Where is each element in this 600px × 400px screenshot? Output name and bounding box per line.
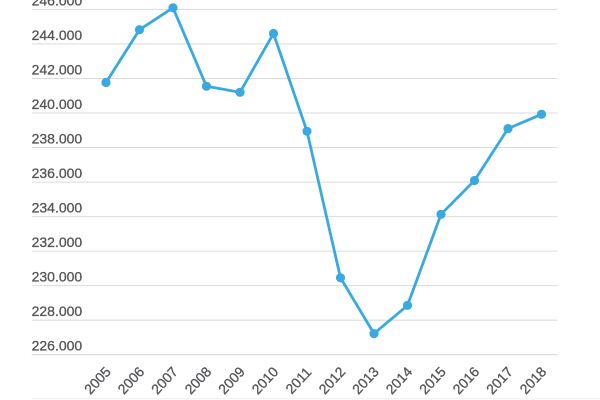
svg-text:242.000: 242.000 (32, 62, 83, 78)
svg-text:2017: 2017 (483, 363, 516, 397)
svg-text:244.000: 244.000 (32, 27, 83, 43)
svg-text:2012: 2012 (315, 363, 348, 397)
svg-text:234.000: 234.000 (32, 200, 83, 216)
svg-text:2006: 2006 (114, 363, 147, 397)
svg-text:2010: 2010 (248, 363, 281, 397)
svg-text:2014: 2014 (382, 363, 415, 397)
svg-text:2013: 2013 (349, 363, 382, 397)
svg-text:236.000: 236.000 (32, 165, 83, 181)
svg-text:2007: 2007 (148, 363, 181, 397)
svg-text:228.000: 228.000 (32, 303, 83, 319)
svg-text:2011: 2011 (282, 364, 314, 397)
svg-text:238.000: 238.000 (32, 131, 83, 147)
svg-text:2005: 2005 (81, 363, 114, 397)
svg-text:226.000: 226.000 (32, 338, 83, 354)
svg-text:2016: 2016 (449, 363, 482, 397)
svg-text:2015: 2015 (416, 363, 449, 397)
svg-text:2018: 2018 (516, 363, 549, 397)
svg-text:230.000: 230.000 (32, 269, 83, 285)
svg-text:2009: 2009 (215, 363, 248, 397)
svg-text:2008: 2008 (181, 363, 214, 397)
svg-text:232.000: 232.000 (32, 234, 83, 250)
svg-text:240.000: 240.000 (32, 96, 83, 112)
svg-text:246.000: 246.000 (32, 0, 83, 8)
